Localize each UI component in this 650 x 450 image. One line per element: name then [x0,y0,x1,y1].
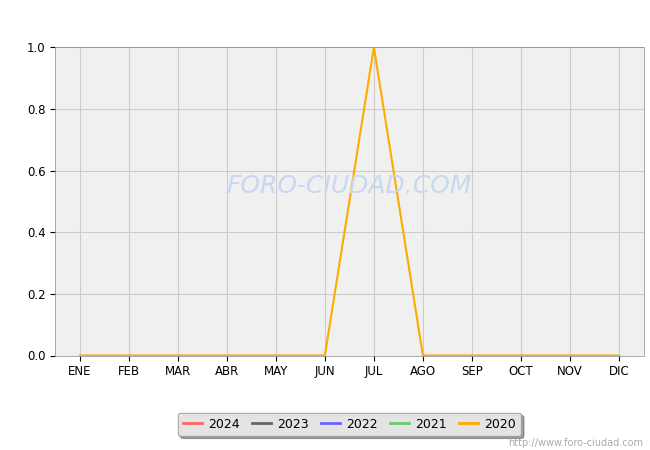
Legend: 2024, 2023, 2022, 2021, 2020: 2024, 2023, 2022, 2021, 2020 [177,413,521,436]
Text: http://www.foro-ciudad.com: http://www.foro-ciudad.com [508,438,644,448]
Text: Matriculaciones de Vehiculos en Hornillos de Cameros: Matriculaciones de Vehiculos en Hornillo… [108,16,542,31]
Text: FORO-CIUDAD.COM: FORO-CIUDAD.COM [227,174,472,198]
